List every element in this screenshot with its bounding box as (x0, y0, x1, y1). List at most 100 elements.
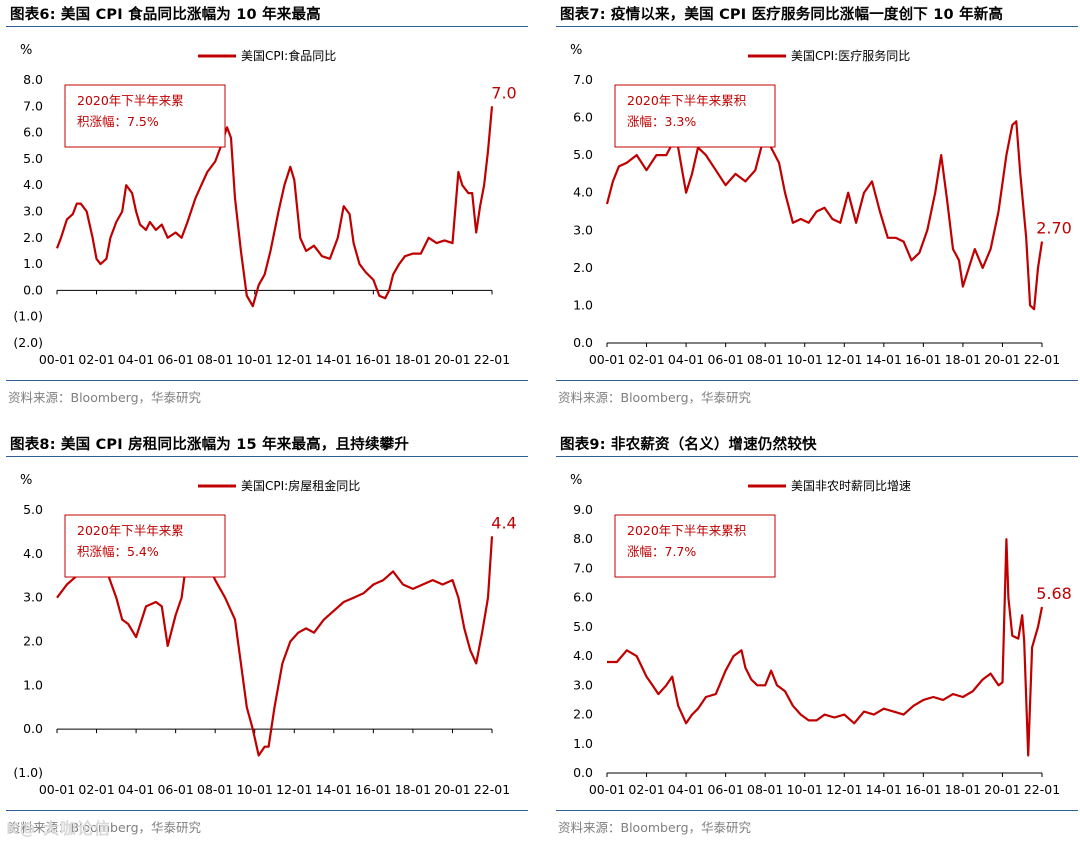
x-tick-label: 02-01 (78, 782, 114, 797)
annotation-line-1: 2020年下半年来累积 (627, 523, 746, 538)
end-value-label: 4.4 (491, 513, 516, 532)
x-tick-label: 06-01 (707, 352, 743, 367)
source-note: 资料来源：Bloomberg，华泰研究 (558, 390, 751, 405)
x-tick-label: 20-01 (434, 782, 470, 797)
title-rule (6, 26, 528, 27)
x-tick-label: 04-01 (668, 352, 704, 367)
unit-label: % (20, 473, 32, 488)
x-tick-label: 02-01 (628, 782, 664, 797)
y-tick-label: 5.0 (573, 619, 593, 634)
x-tick-label: 06-01 (707, 782, 743, 797)
y-tick-label: 2.0 (573, 707, 593, 722)
x-tick-label: 12-01 (826, 782, 862, 797)
annotation-line-2: 涨幅：7.7% (627, 544, 696, 559)
y-tick-label: 2.0 (23, 230, 43, 245)
x-tick-label: 02-01 (628, 352, 664, 367)
y-tick-label: 1.0 (23, 256, 43, 271)
x-tick-label: 02-01 (78, 352, 114, 367)
y-tick-label: 3.0 (23, 204, 43, 219)
chart-title: 图表6: 美国 CPI 食品同比涨幅为 10 年来最高 (10, 7, 321, 23)
y-tick-label: 0.0 (573, 335, 593, 350)
x-tick-label: 12-01 (826, 352, 862, 367)
x-tick-label: 22-01 (1024, 782, 1060, 797)
x-tick-label: 12-01 (276, 782, 312, 797)
y-tick-label: 0.0 (23, 282, 43, 297)
unit-label: % (570, 473, 582, 488)
legend-label: 美国CPI:房屋租金同比 (241, 478, 360, 493)
y-tick-label: 1.0 (23, 677, 43, 692)
source-note: 资料来源：Bloomberg，华泰研究 (8, 390, 201, 405)
x-tick-label: 10-01 (237, 352, 273, 367)
end-value-label: 5.68 (1036, 584, 1072, 603)
chart-food-cpi: % 美国CPI:食品同比 (2.0) (1.0) 0.0 1.0 2.0 3.0 4.0 5.0 6… (13, 43, 516, 367)
y-tick-label: 8.0 (23, 72, 43, 87)
y-tick-label: 4.0 (573, 648, 593, 663)
chart-rent-cpi: % 美国CPI:房屋租金同比 (1.0) 0.0 1.0 2.0 3.0 4.0 5.0 00-0… (13, 473, 516, 797)
x-tick-label: 14-01 (866, 352, 902, 367)
y-tick-label: 9.0 (573, 502, 593, 517)
y-tick-label: 6.0 (23, 125, 43, 140)
annotation-line-2: 积涨幅：7.5% (77, 114, 159, 129)
x-tick-label: 04-01 (118, 782, 154, 797)
x-tick-label: 06-01 (157, 782, 193, 797)
annotation-line-1: 2020年下半年来累积 (627, 93, 746, 108)
x-tick-label: 16-01 (355, 352, 391, 367)
series-line (55, 106, 494, 308)
x-tick-label: 04-01 (118, 352, 154, 367)
series-line (607, 538, 1044, 757)
y-tick-label: 7.0 (573, 72, 593, 87)
x-tick-label: 00-01 (589, 352, 625, 367)
source-rule (556, 810, 1078, 811)
annotation-box (614, 514, 776, 578)
x-tick-label: 18-01 (395, 352, 431, 367)
chart-panel-wages: 图表9: 非农薪资（名义）增速仍然较快 % 美国非农时薪同比增速 0.0 1.0 2.0… (550, 430, 1080, 850)
y-tick-label: 1.0 (573, 297, 593, 312)
source-rule (6, 380, 528, 381)
series-line (605, 120, 1044, 311)
chart-panel-food-cpi: 图表6: 美国 CPI 食品同比涨幅为 10 年来最高 % 美国CPI:食品同比 (… (0, 0, 530, 420)
legend-label: 美国非农时薪同比增速 (791, 479, 911, 493)
chart-panel-medical-cpi: 图表7: 疫情以来，美国 CPI 医疗服务同比涨幅一度创下 10 年新高 % 美国… (550, 0, 1080, 420)
x-tick-label: 08-01 (197, 352, 233, 367)
title-rule (556, 26, 1078, 27)
annotation-line-1: 2020年下半年来累 (77, 523, 184, 538)
x-tick-label: 20-01 (434, 352, 470, 367)
annotation-line-1: 2020年下半年来累 (77, 93, 184, 108)
chart-title: 图表8: 美国 CPI 房租同比涨幅为 15 年来最高，且持续攀升 (10, 437, 410, 453)
x-tick-label: 10-01 (787, 782, 823, 797)
x-tick-label: 14-01 (316, 782, 352, 797)
x-tick-label: 22-01 (1024, 352, 1060, 367)
y-tick-label: 7.0 (23, 98, 43, 113)
x-tick-label: 08-01 (747, 782, 783, 797)
legend-label: 美国CPI:食品同比 (241, 48, 336, 63)
y-tick-label: 1.0 (573, 736, 593, 751)
x-tick-label: 20-01 (984, 352, 1020, 367)
chart-wages: % 美国非农时薪同比增速 0.0 1.0 2.0 3.0 4.0 5.0 6.0 7.0 8.0 9.… (570, 473, 1072, 797)
y-tick-label: 0.0 (23, 721, 43, 736)
x-tick-label: 14-01 (866, 782, 902, 797)
legend-label: 美国CPI:医疗服务同比 (791, 48, 910, 63)
y-tick-label: 4.0 (573, 185, 593, 200)
annotation-line-2: 涨幅：3.3% (627, 114, 696, 129)
source-note: 资料来源：Bloomberg，华泰研究 (558, 820, 751, 835)
x-tick-label: 10-01 (787, 352, 823, 367)
x-tick-label: 04-01 (668, 782, 704, 797)
y-tick-label: 5.0 (23, 502, 43, 517)
source-rule (6, 810, 528, 811)
x-tick-label: 18-01 (945, 782, 981, 797)
source-note: 资料来源：Bloomberg，华泰研究 (8, 820, 201, 835)
y-tick-label: 2.0 (573, 260, 593, 275)
y-tick-label: 5.0 (573, 147, 593, 162)
y-tick-label: 6.0 (573, 110, 593, 125)
source-rule (556, 380, 1078, 381)
y-tick-label: (1.0) (13, 309, 43, 324)
x-tick-label: 00-01 (589, 782, 625, 797)
x-tick-label: 10-01 (237, 782, 273, 797)
annotation-box (614, 84, 776, 148)
chart-title: 图表7: 疫情以来，美国 CPI 医疗服务同比涨幅一度创下 10 年新高 (560, 7, 1004, 23)
y-tick-label: 3.0 (573, 222, 593, 237)
chart-medical-cpi: % 美国CPI:医疗服务同比 0.0 1.0 2.0 3.0 4.0 5.0 6.0 7.0 00-… (570, 43, 1072, 367)
annotation-box (64, 84, 226, 148)
unit-label: % (20, 43, 32, 58)
y-tick-label: (2.0) (13, 335, 43, 350)
